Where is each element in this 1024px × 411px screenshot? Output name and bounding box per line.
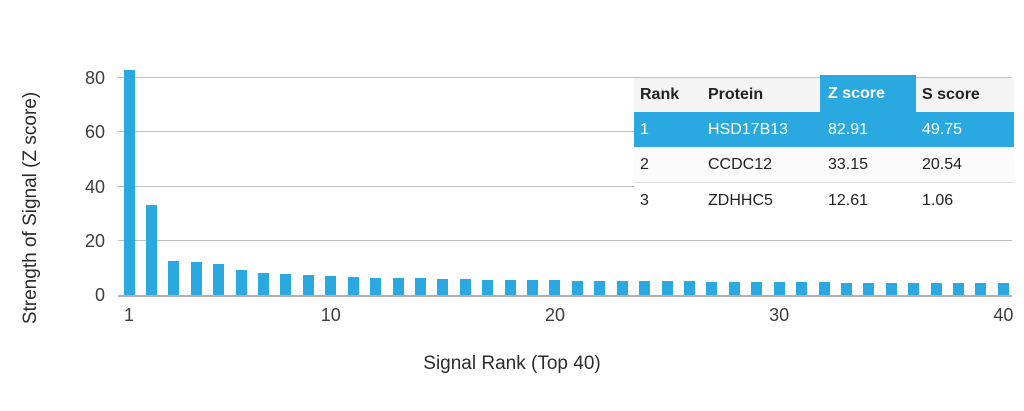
x-tick-label-40: 40 xyxy=(993,305,1014,325)
cell-s-score: 49.75 xyxy=(922,120,963,138)
bar-rank-15 xyxy=(437,279,449,295)
header-rank: Rank xyxy=(640,86,680,103)
bar-rank-2 xyxy=(145,205,157,295)
bar-rank-22 xyxy=(594,280,606,295)
bar-rank-17 xyxy=(482,279,494,295)
bar-rank-21 xyxy=(571,280,583,295)
bar-rank-27 xyxy=(706,281,718,295)
bar-rank-37 xyxy=(930,283,942,295)
y-tick-label-40: 40 xyxy=(84,176,105,197)
bar-rank-18 xyxy=(504,279,516,295)
bar-rank-10 xyxy=(325,276,337,295)
bar-rank-26 xyxy=(684,281,695,295)
y-tick-label-60: 60 xyxy=(84,122,105,143)
cell-protein: ZDHHC5 xyxy=(708,192,773,209)
bar-rank-7 xyxy=(258,272,270,295)
table-row-2: 2 CCDC12 33.15 20.54 xyxy=(634,147,1014,183)
bar-rank-35 xyxy=(885,282,897,295)
bar-rank-5 xyxy=(213,263,225,295)
x-tick-label-10: 10 xyxy=(320,305,341,325)
y-tick-label-0: 0 xyxy=(94,285,105,305)
cell-z-score: 82.91 xyxy=(828,120,869,138)
bar-rank-38 xyxy=(953,283,965,295)
bar-rank-32 xyxy=(818,282,830,295)
cell-rank: 3 xyxy=(640,192,649,209)
y-tick-label-80: 80 xyxy=(84,68,105,88)
gridline-40 xyxy=(118,185,1012,187)
bar-rank-6 xyxy=(235,269,247,295)
cell-protein: HSD17B13 xyxy=(708,120,789,138)
table-header-row: Rank Protein S score Z score xyxy=(634,75,1014,112)
gridline-60 xyxy=(118,131,1012,133)
bar-rank-16 xyxy=(459,279,471,295)
bar-rank-9 xyxy=(302,274,314,295)
bar-rank-14 xyxy=(414,278,426,295)
bar-rank-23 xyxy=(616,280,628,295)
x-axis-title: Signal Rank (Top 40) xyxy=(423,353,601,374)
x-tick-label-1: 1 xyxy=(123,305,134,325)
bar-rank-8 xyxy=(280,274,292,295)
bar-rank-20 xyxy=(549,280,561,295)
bar-rank-11 xyxy=(347,277,359,295)
bar-rank-13 xyxy=(392,278,404,295)
cell-s-score: 20.54 xyxy=(922,155,963,173)
header-z-score-highlighted: Z score xyxy=(820,75,916,112)
header-protein: Protein xyxy=(708,86,764,103)
bar-rank-4 xyxy=(190,262,202,295)
bar-rank-25 xyxy=(661,281,673,295)
gridline-20 xyxy=(118,239,1012,241)
bar-rank-36 xyxy=(908,282,920,295)
plot-area xyxy=(118,65,1012,297)
bar-rank-29 xyxy=(751,281,763,295)
cell-rank: 2 xyxy=(640,155,649,173)
bar-rank-34 xyxy=(863,282,875,295)
bar-rank-19 xyxy=(527,280,539,295)
bar-rank-24 xyxy=(639,281,651,295)
bar-rank-31 xyxy=(796,282,808,295)
cell-rank: 1 xyxy=(640,120,649,138)
bar-rank-33 xyxy=(840,282,852,295)
x-tick-label-30: 30 xyxy=(769,305,790,325)
x-tick-label-20: 20 xyxy=(544,305,565,325)
bar-rank-3 xyxy=(168,260,180,295)
bar-rank-39 xyxy=(975,283,987,295)
top-proteins-table: Rank Protein S score Z score 1 HSD17B13 … xyxy=(634,75,1014,219)
cell-protein: CCDC12 xyxy=(708,155,773,173)
cell-s-score: 1.06 xyxy=(922,192,954,209)
y-tick-label-20: 20 xyxy=(84,230,105,251)
table-row-1-highlighted: 1 HSD17B13 82.91 49.75 xyxy=(634,112,1014,147)
table-row-3: 3 ZDHHC5 12.61 1.06 xyxy=(634,183,1014,219)
bar-rank-28 xyxy=(728,281,740,295)
bar-rank-1 xyxy=(123,70,135,295)
cell-z-score: 12.61 xyxy=(828,192,869,209)
gridline-80 xyxy=(118,77,1012,78)
header-s-score: S score xyxy=(922,86,980,103)
y-axis-title: Strength of Signal (Z score) xyxy=(20,91,41,325)
cell-z-score: 33.15 xyxy=(828,155,869,173)
bar-rank-30 xyxy=(773,281,785,295)
bar-rank-12 xyxy=(370,277,382,295)
bar-rank-40 xyxy=(997,283,1009,295)
